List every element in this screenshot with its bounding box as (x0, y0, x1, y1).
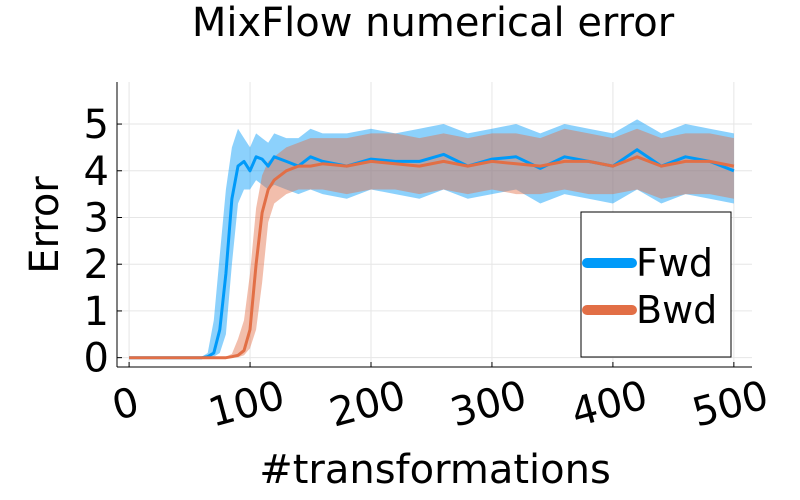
y-tick-label: 5 (84, 102, 109, 148)
x-tick-label: 200 (325, 372, 411, 436)
y-tick-label: 1 (84, 289, 109, 335)
y-tick-label: 0 (84, 336, 109, 382)
axes (116, 82, 752, 368)
confidence-bands (129, 119, 734, 358)
band-bwd (129, 128, 734, 358)
x-tick-label: 400 (567, 372, 653, 436)
x-axis-title: #transformations (259, 447, 611, 493)
y-tick-label: 3 (84, 195, 109, 241)
x-tick-label: 500 (688, 372, 774, 436)
band-fwd (129, 119, 734, 358)
series-lines (129, 148, 735, 360)
legend: Fwd Bwd (580, 211, 732, 358)
y-tick-label: 2 (84, 242, 109, 288)
chart-title: MixFlow numerical error (192, 0, 675, 46)
y-tick-label: 4 (84, 149, 109, 195)
series-line-bwd (129, 155, 735, 360)
x-tick-label: 0 (107, 379, 143, 430)
y-axis-title: Error (22, 176, 68, 274)
legend-box (580, 211, 732, 358)
x-tick-label: 300 (446, 372, 532, 436)
legend-label-bwd: Bwd (636, 288, 717, 332)
x-tick-label: 100 (204, 372, 290, 436)
legend-label-fwd: Fwd (636, 241, 713, 285)
